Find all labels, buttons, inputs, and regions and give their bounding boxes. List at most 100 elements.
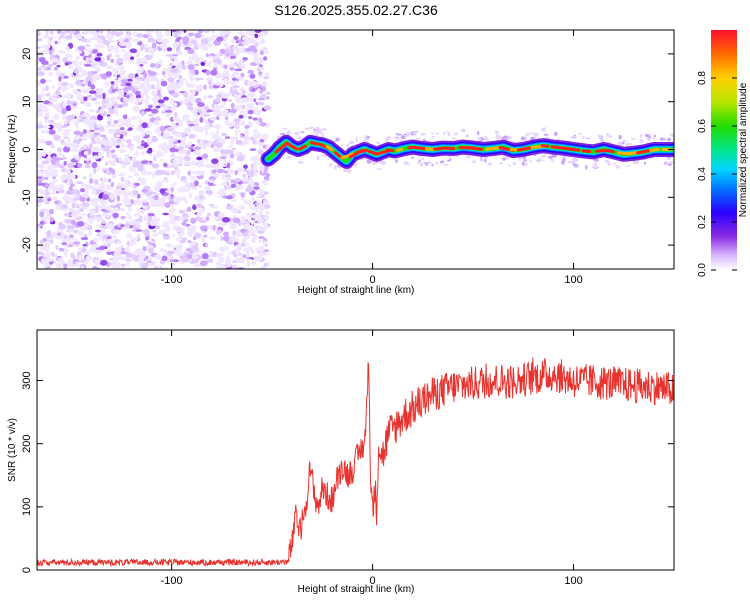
noise-speckle (260, 59, 264, 64)
noise-speckle (58, 76, 62, 82)
noise-speckle (203, 146, 208, 150)
noise-speckle (45, 247, 49, 254)
noise-speckle (177, 68, 182, 74)
noise-speckle (102, 104, 107, 109)
noise-speckle (111, 263, 117, 269)
noise-speckle (248, 92, 256, 98)
noise-speckle (129, 48, 138, 54)
noise-speckle (182, 213, 189, 218)
noise-speckle (231, 77, 237, 82)
y-tick-label: -10 (21, 189, 33, 205)
noise-speckle (211, 107, 215, 111)
noise-speckle (118, 252, 122, 259)
noise-speckle (226, 195, 233, 200)
ridge-speckle (321, 133, 324, 138)
noise-speckle (75, 64, 80, 69)
noise-speckle (59, 183, 64, 190)
noise-speckle (92, 60, 98, 67)
noise-speckle (134, 213, 141, 217)
noise-speckle (101, 168, 108, 171)
noise-speckle (83, 189, 89, 195)
noise-speckle (127, 73, 136, 80)
noise-speckle (184, 182, 190, 186)
ridge-speckle (616, 166, 621, 169)
noise-speckle (137, 120, 143, 123)
noise-speckle (108, 108, 116, 115)
noise-speckle (105, 103, 113, 109)
ridge-speckle (300, 131, 305, 134)
noise-speckle (75, 56, 81, 60)
noise-speckle (148, 247, 154, 254)
noise-speckle (249, 82, 254, 87)
noise-speckle (68, 65, 74, 70)
noise-speckle (254, 33, 259, 39)
noise-speckle (215, 52, 220, 59)
ridge-speckle (443, 131, 446, 136)
noise-speckle (229, 67, 235, 71)
noise-speckle (242, 173, 247, 178)
noise-speckle (190, 177, 196, 181)
noise-speckle (65, 169, 71, 174)
ridge-speckle (495, 134, 502, 140)
noise-speckle (187, 49, 195, 55)
noise-speckle (46, 234, 52, 238)
ridge-speckle (500, 136, 507, 140)
noise-speckle (82, 129, 87, 134)
noise-speckle (216, 93, 222, 100)
noise-speckle (37, 50, 45, 55)
noise-speckle (188, 133, 195, 139)
noise-speckle (91, 244, 99, 248)
noise-speckle (116, 195, 121, 202)
ridge-core (433, 146, 446, 151)
noise-speckle (132, 226, 136, 233)
noise-speckle (61, 208, 68, 211)
noise-speckle (132, 255, 140, 262)
noise-speckle (162, 75, 168, 78)
noise-speckle (233, 217, 241, 224)
noise-speckle (164, 202, 171, 208)
noise-speckle (187, 206, 192, 211)
noise-speckle (263, 214, 269, 220)
noise-speckle (64, 35, 73, 40)
noise-speckle (48, 208, 55, 215)
noise-speckle (166, 126, 174, 132)
colorbar-gradient (711, 30, 737, 270)
colorbar: 0.0 0.2 0.4 0.6 0.8 Normalized spectral ampl… (697, 30, 749, 277)
ridge-speckle (477, 131, 480, 136)
noise-speckle (65, 105, 72, 112)
noise-speckle (156, 189, 161, 192)
noise-speckle (140, 160, 149, 164)
noise-speckle (92, 257, 100, 260)
noise-speckle (125, 53, 133, 58)
noise-speckle (206, 62, 211, 67)
noise-speckle (80, 147, 86, 151)
heatmap-ridge (260, 126, 674, 177)
noise-speckle (215, 111, 224, 116)
noise-speckle (107, 99, 111, 104)
noise-speckle (216, 264, 225, 269)
noise-speckle (127, 214, 133, 220)
noise-speckle (93, 237, 99, 243)
ridge-speckle (599, 136, 602, 140)
ridge-core (466, 146, 479, 151)
noise-speckle (188, 192, 192, 199)
noise-speckle (247, 200, 252, 206)
noise-speckle (198, 189, 206, 195)
noise-speckle (247, 69, 254, 74)
noise-speckle (126, 139, 132, 144)
noise-speckle (196, 126, 205, 133)
noise-speckle (131, 156, 137, 162)
noise-speckle (174, 148, 179, 152)
ridge-speckle (294, 131, 300, 136)
noise-speckle (136, 115, 141, 119)
noise-speckle (47, 119, 55, 123)
noise-speckle (49, 183, 53, 188)
ridge-speckle (315, 127, 321, 130)
ridge-speckle (282, 127, 288, 130)
noise-speckle (181, 256, 189, 263)
noise-speckle (180, 229, 185, 236)
noise-speckle (120, 144, 127, 148)
noise-speckle (125, 38, 129, 43)
noise-speckle (169, 155, 177, 159)
noise-speckle (127, 60, 134, 64)
